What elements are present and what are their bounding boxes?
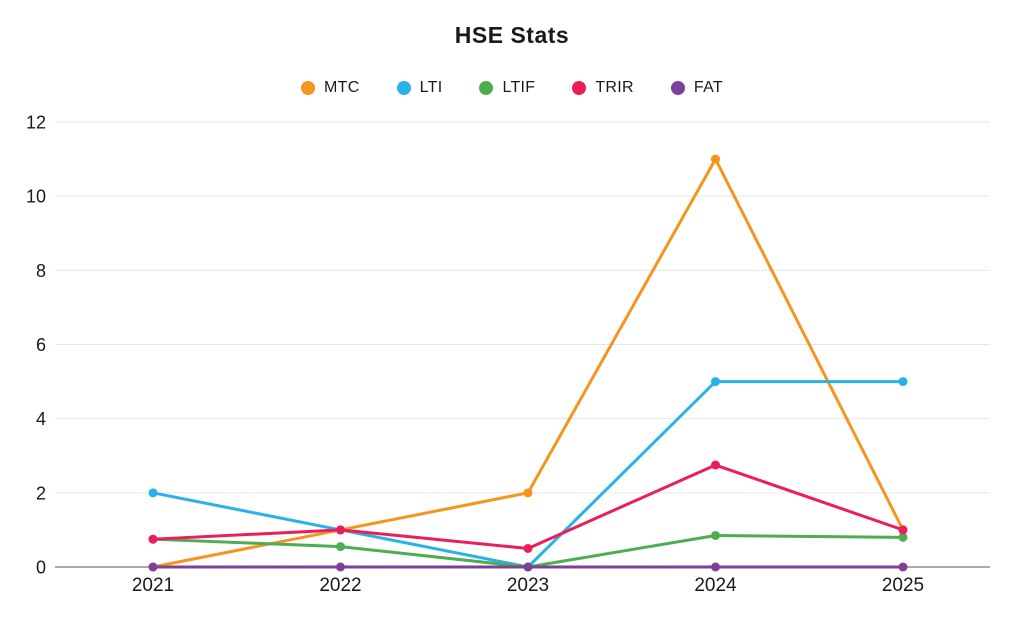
legend-dot-fat-icon (670, 81, 685, 95)
legend-item-lti: LTI (396, 79, 443, 97)
legend-item-ltif: LTIF (479, 79, 535, 97)
series-point-fat-2022 (336, 562, 345, 572)
legend-dot-trir-icon (572, 81, 587, 95)
legend-item-fat: FAT (670, 79, 723, 97)
legend-label-fat: FAT (693, 79, 723, 96)
series-line-mtc (151, 157, 905, 569)
series-point-trir-2023 (523, 543, 533, 553)
series-point-trir-2024 (711, 460, 720, 470)
y-tick-label-10: 10 (26, 187, 46, 207)
series-point-mtc-2023 (523, 488, 533, 498)
x-tick-label-2022: 2022 (319, 575, 361, 596)
series-point-fat-2025 (898, 562, 908, 572)
legend-label-trir: TRIR (595, 79, 634, 96)
series-point-fat-2021 (148, 562, 158, 572)
series-point-lti-2021 (148, 488, 158, 498)
legend-label-ltif: LTIF (502, 79, 536, 96)
series-point-fat-2023 (523, 562, 533, 572)
y-tick-label-0: 0 (36, 558, 46, 578)
legend-item-trir: TRIR (572, 79, 634, 97)
series-line-lti (151, 380, 905, 569)
series-point-mtc-2024 (711, 154, 720, 164)
chart-title: HSE Stats (454, 22, 570, 48)
x-tick-label-2023: 2023 (507, 575, 549, 596)
legend-dot-mtc-icon (301, 81, 316, 95)
y-tick-label-2: 2 (36, 483, 46, 503)
x-tick-label-2024: 2024 (694, 575, 737, 596)
y-tick-label-8: 8 (36, 261, 46, 281)
series-point-trir-2022 (336, 525, 345, 535)
series-point-trir-2025 (898, 525, 908, 535)
legend-label-mtc: MTC (324, 79, 360, 96)
series-point-fat-2024 (711, 562, 720, 572)
series-point-lti-2024 (711, 377, 720, 387)
series-point-lti-2025 (898, 377, 908, 387)
legend-dot-lti-icon (396, 81, 411, 95)
legend-label-lti: LTI (419, 79, 443, 96)
y-tick-label-12: 12 (26, 113, 46, 133)
legend-dot-ltif-icon (479, 81, 494, 95)
series-point-trir-2021 (148, 534, 158, 544)
legend-item-mtc: MTC (301, 79, 360, 97)
x-tick-label-2021: 2021 (132, 575, 174, 596)
series-point-ltif-2022 (336, 542, 345, 552)
series-point-ltif-2024 (711, 530, 720, 540)
legend: MTC LTI LTIF TRIR FAT (0, 79, 1024, 97)
series-point-ltif-2025 (898, 532, 908, 542)
x-tick-label-2025: 2025 (882, 575, 924, 596)
y-tick-label-4: 4 (36, 409, 46, 429)
y-tick-label-6: 6 (36, 335, 46, 355)
